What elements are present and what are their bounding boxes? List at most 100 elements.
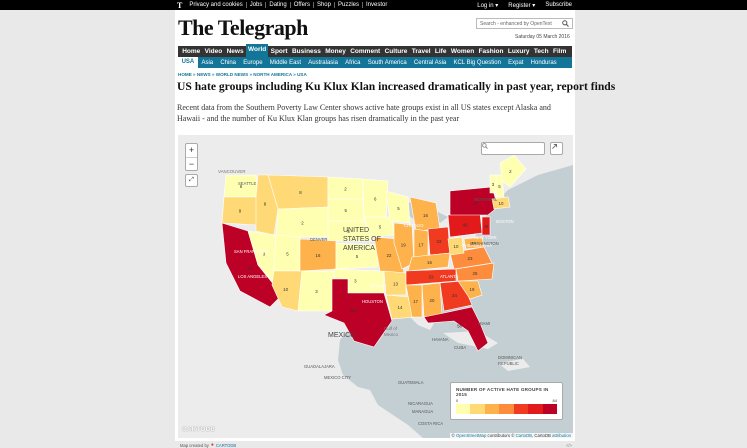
state-me[interactable]	[499, 154, 527, 188]
nav-item-home[interactable]: Home	[182, 48, 201, 55]
article-page: The Telegraph Search - enhanced by OpenT…	[175, 10, 615, 448]
state-value-ar: 13	[393, 282, 398, 287]
breadcrumb[interactable]: HOME » NEWS » WORLD NEWS » NORTH AMERICA…	[178, 72, 307, 77]
state-ny[interactable]	[449, 186, 499, 216]
state-az[interactable]	[271, 270, 303, 312]
subnav-item-asia[interactable]: Asia	[201, 59, 214, 66]
cartodb-link[interactable]: CartoDB	[515, 433, 533, 438]
share-button[interactable]	[550, 142, 563, 155]
subnav-item-europe[interactable]: Europe	[243, 59, 263, 66]
map-label-montreal: MONTREAL	[474, 197, 498, 202]
map-label-dallas: DALLAS	[370, 283, 386, 288]
state-ma[interactable]	[491, 196, 511, 210]
state-value-me: 2	[509, 169, 512, 174]
state-value-sc: 19	[470, 287, 475, 292]
state-wi[interactable]	[385, 190, 411, 224]
embed-code-icon[interactable]: </>	[565, 442, 572, 448]
fullscreen-button[interactable]: ⤢	[185, 174, 198, 187]
subnav-item-expat[interactable]: Expat	[508, 59, 524, 66]
state-ms[interactable]	[405, 284, 423, 318]
search-placeholder: Search - enhanced by OpenText	[480, 20, 552, 27]
state-value-nd: 2	[344, 187, 347, 192]
legend-swatch-6	[542, 404, 557, 414]
attribution-link[interactable]: attribution	[552, 433, 571, 438]
primary-nav: Home Video News World Sport Business Money Comm…	[178, 44, 572, 57]
state-value-ny: 47	[473, 201, 478, 206]
subnav-item-australasia[interactable]: Australasia	[308, 59, 338, 66]
register-link[interactable]: Register ▾	[508, 2, 536, 9]
nav-item-fashion[interactable]: Fashion	[478, 48, 504, 55]
subnav-item-middle-east[interactable]: Middle East	[269, 59, 302, 66]
choropleth-map[interactable]: 6 9 8 8 2 2 5 5 6 5 5 16 79 3 5 16 10 3 5 3 55 22 13 14 19 17 33 16…	[178, 135, 573, 438]
state-value-nv: 3	[263, 252, 266, 257]
state-value-al: 20	[430, 298, 435, 303]
nav-item-tech[interactable]: Tech	[533, 48, 549, 55]
state-md[interactable]	[463, 236, 485, 250]
nav-item-life[interactable]: Life	[434, 48, 447, 55]
nav-item-women[interactable]: Women	[450, 48, 475, 55]
state-il[interactable]	[393, 222, 415, 270]
puzzles-link[interactable]: Puzzles	[335, 2, 363, 8]
subnav-item-china[interactable]: China	[220, 59, 236, 66]
state-fl[interactable]	[423, 306, 489, 352]
state-value-mi: 16	[423, 213, 428, 218]
search-input[interactable]: Search - enhanced by OpenText	[476, 18, 573, 29]
state-tx[interactable]	[323, 278, 393, 348]
search-icon[interactable]	[562, 20, 569, 27]
state-ky[interactable]	[407, 252, 451, 272]
utility-links: T Privacy and cookies Jobs Dating Offers…	[177, 1, 390, 10]
state-tn[interactable]	[405, 268, 457, 286]
nav-item-news[interactable]: News	[226, 48, 244, 55]
shop-link[interactable]: Shop	[314, 2, 335, 8]
state-value-ia: 5	[379, 225, 382, 230]
zoom-in-button[interactable]: +	[188, 145, 195, 155]
nav-item-travel[interactable]: Travel	[411, 48, 431, 55]
subnav-item-africa[interactable]: Africa	[345, 59, 361, 66]
state-wv[interactable]	[447, 236, 465, 256]
subnav-item-usa[interactable]: USA	[178, 57, 198, 68]
subnav-item-kcl-big-question[interactable]: KCL Big Question	[453, 59, 501, 66]
nav-item-film[interactable]: Film	[552, 48, 567, 55]
map-search-input[interactable]	[481, 142, 545, 155]
account-links: Log in ▾ Register ▾ Subscribe	[477, 2, 572, 9]
zoom-out-button[interactable]: −	[186, 157, 197, 170]
subnav-item-central-asia[interactable]: Central Asia	[413, 59, 447, 66]
state-value-ms: 17	[413, 299, 418, 304]
subnav-item-honduras[interactable]: Honduras	[530, 59, 557, 66]
nav-item-comment[interactable]: Comment	[350, 48, 381, 55]
cartodb-footer-link[interactable]: CARTODB	[215, 442, 237, 448]
state-ar[interactable]	[383, 270, 407, 296]
dating-link[interactable]: Dating	[266, 2, 291, 8]
state-value-vt: 3	[492, 182, 495, 187]
state-nc[interactable]	[455, 262, 495, 282]
site-masthead[interactable]: The Telegraph	[178, 15, 308, 40]
osm-link[interactable]: OpenStreetMap	[456, 433, 487, 438]
state-sc[interactable]	[457, 280, 483, 300]
telegraph-t-logo[interactable]: T	[177, 0, 183, 10]
nav-item-sport[interactable]: Sport	[270, 48, 288, 55]
nav-item-luxury[interactable]: Luxury	[507, 48, 530, 55]
nav-item-world[interactable]: World	[245, 44, 269, 57]
subnav-item-south-america[interactable]: South America	[367, 59, 407, 66]
login-link[interactable]: Log in ▾	[477, 2, 499, 9]
state-ks[interactable]	[335, 242, 379, 270]
subscribe-link[interactable]: Subscribe	[545, 1, 572, 8]
nav-item-business[interactable]: Business	[291, 48, 321, 55]
state-ne[interactable]	[327, 220, 375, 242]
investor-link[interactable]: Investor	[366, 2, 388, 8]
nav-item-money[interactable]: Money	[325, 48, 346, 55]
state-value-ne: 5	[347, 229, 350, 234]
nav-item-culture[interactable]: Culture	[384, 48, 408, 55]
privacy-link[interactable]: Privacy and cookies	[186, 2, 247, 8]
pin-icon: ●	[210, 442, 214, 448]
state-value-la: 14	[398, 305, 403, 310]
map-label-guatemala: GUATEMALA	[398, 380, 424, 385]
state-mt[interactable]	[267, 174, 329, 210]
state-value-sd: 5	[345, 208, 348, 213]
cartodb-watermark: CARTODB	[182, 427, 216, 433]
state-nj[interactable]	[481, 216, 491, 236]
offers-link[interactable]: Offers	[291, 2, 314, 8]
jobs-link[interactable]: Jobs	[247, 2, 267, 8]
nav-item-video[interactable]: Video	[204, 48, 223, 55]
